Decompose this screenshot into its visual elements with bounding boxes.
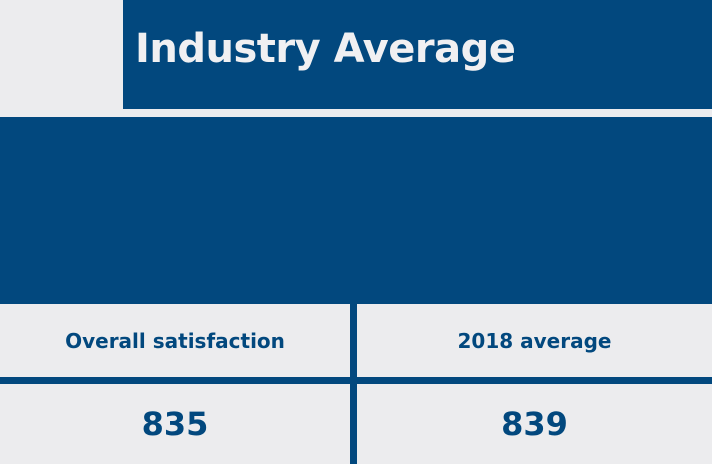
blue-banner	[0, 117, 712, 304]
vertical-divider	[350, 304, 357, 464]
value-overall-satisfaction: 835	[141, 405, 209, 443]
title-banner: Industry Average	[123, 0, 712, 109]
column-header-2018-average: 2018 average	[457, 328, 612, 353]
column-header-overall-satisfaction: Overall satisfaction	[65, 328, 285, 353]
value-2018-average: 839	[501, 405, 568, 443]
page-title: Industry Average	[135, 26, 516, 72]
